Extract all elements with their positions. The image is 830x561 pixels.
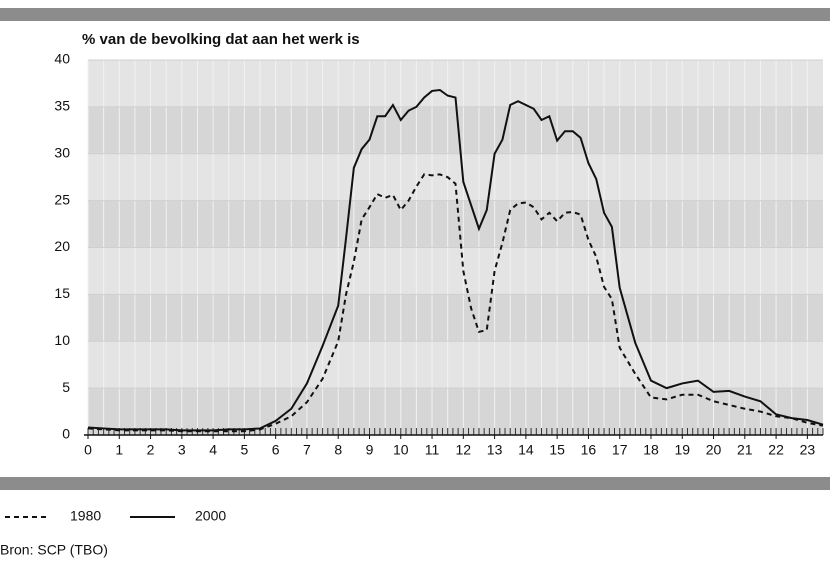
y-tick-label: 40 [54, 51, 70, 67]
x-tick-label: 11 [425, 442, 440, 458]
legend-label: 2000 [195, 508, 226, 524]
x-tick-label: 3 [178, 442, 186, 458]
x-tick-label: 0 [84, 442, 92, 458]
x-tick-label: 22 [768, 442, 784, 458]
x-tick-label: 15 [549, 442, 565, 458]
y-tick-label: 15 [54, 285, 70, 301]
y-tick-label: 35 [54, 98, 70, 114]
x-tick-label: 14 [518, 442, 534, 458]
band [88, 294, 823, 342]
plot-area [84, 59, 824, 439]
band [88, 200, 823, 248]
x-tick-label: 5 [240, 442, 248, 458]
y-tick-label: 30 [54, 144, 70, 160]
line-series [87, 88, 824, 432]
x-tick-label: 1 [115, 442, 123, 458]
x-tick-label: 2 [147, 442, 155, 458]
legend-label: 1980 [70, 508, 101, 524]
chart-title: % van de bevolking dat aan het werk is [82, 31, 360, 48]
x-tick-label: 7 [303, 442, 311, 458]
x-tick-label: 23 [800, 442, 816, 458]
y-tick-label: 0 [62, 426, 70, 442]
x-tick-label: 10 [393, 442, 409, 458]
x-tick-label: 17 [612, 442, 628, 458]
x-tick-label: 21 [737, 442, 753, 458]
y-tick-label: 25 [54, 191, 70, 207]
y-tick-label: 10 [54, 332, 70, 348]
x-tick-label: 4 [209, 442, 217, 458]
x-tick-label: 19 [674, 442, 690, 458]
top-bar [0, 8, 830, 21]
x-tick-label: 18 [643, 442, 659, 458]
bottom-bar [0, 477, 830, 490]
x-tick-label: 9 [366, 442, 374, 458]
x-tick-label: 12 [456, 442, 472, 458]
x-tick-label: 16 [581, 442, 597, 458]
line-series [87, 173, 824, 433]
x-tick-label: 8 [334, 442, 342, 458]
source: Bron: SCP (TBO) [0, 542, 108, 558]
y-tick-label: 20 [54, 238, 70, 254]
x-tick-label: 6 [272, 442, 280, 458]
x-tick-label: 20 [706, 442, 722, 458]
y-tick-label: 5 [62, 379, 70, 395]
band [88, 388, 823, 435]
band [88, 106, 823, 154]
x-tick-label: 13 [487, 442, 503, 458]
